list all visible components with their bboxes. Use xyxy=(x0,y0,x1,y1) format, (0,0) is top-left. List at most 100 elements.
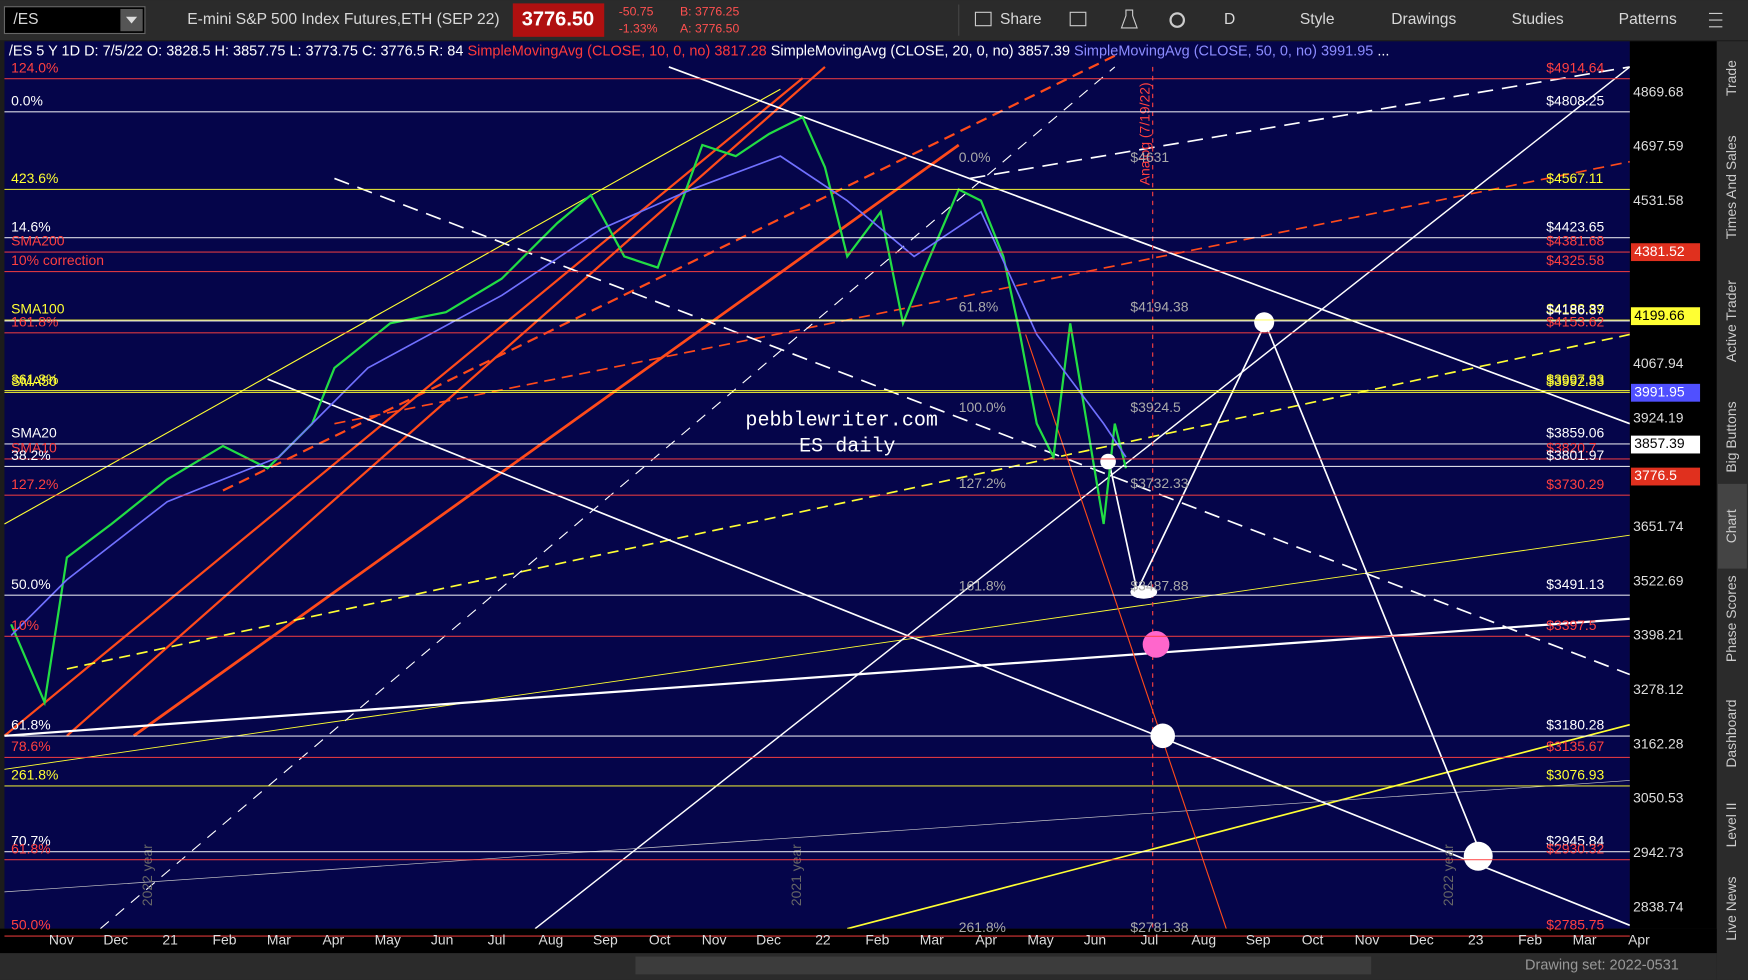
drawings xyxy=(3,54,1631,930)
price-tick-label: 2838.74 xyxy=(1633,898,1684,914)
dropdown-arrow xyxy=(125,16,138,24)
marker xyxy=(1142,631,1170,658)
ask: A: 3776.50 xyxy=(680,21,739,35)
fib-pct: 61.8% xyxy=(959,299,998,315)
gear-icon[interactable] xyxy=(1169,12,1186,28)
level-left-label: SMA200 xyxy=(11,233,65,249)
studies-button[interactable]: Studies xyxy=(1512,11,1564,28)
time-tick-label: Feb xyxy=(865,932,889,948)
side-tab[interactable]: Big Buttons xyxy=(1723,401,1739,472)
level-left-label: 50.0% xyxy=(11,917,50,933)
level-left-label: 261.8% xyxy=(11,767,58,783)
dynamic-layer: 124.0% $4914.64 0.0% $4808.25 423.6% $4567.11… xyxy=(4,43,1747,948)
side-tab[interactable]: Level II xyxy=(1723,803,1739,848)
trendline xyxy=(99,66,1116,930)
style-button[interactable]: Style xyxy=(1300,11,1335,28)
share-button[interactable]: Share xyxy=(1000,11,1042,28)
level-left-label: 14.6% xyxy=(11,218,50,234)
legend-close: C: 3776.5 xyxy=(362,43,425,59)
level-right-label: $3076.93 xyxy=(1546,767,1604,783)
level-right-label: $3730.29 xyxy=(1546,476,1604,492)
level-left-label: SMA20 xyxy=(11,425,57,441)
time-tick-label: Feb xyxy=(1518,932,1542,948)
time-tick-label: Apr xyxy=(322,932,344,948)
level-right-label: $4914.64 xyxy=(1546,59,1604,75)
price-tick-label: 3924.19 xyxy=(1633,409,1684,425)
menu-icon[interactable] xyxy=(1708,12,1723,28)
side-tab[interactable]: Times And Sales xyxy=(1723,135,1739,239)
study-value: 3857.39 xyxy=(1018,43,1070,59)
level-right-label: $3997.93 xyxy=(1546,371,1604,387)
trendline xyxy=(969,66,1630,180)
trendline xyxy=(4,780,1630,893)
price-tick-label: 4869.68 xyxy=(1633,83,1684,99)
marker xyxy=(1100,453,1116,470)
fib-pct: 161.8% xyxy=(959,577,1006,593)
projection xyxy=(1108,321,1484,859)
time-tick-label: Sep xyxy=(1246,932,1271,948)
icon[interactable] xyxy=(1069,11,1087,27)
study-name: SimpleMovingAvg (CLOSE, 10, 0, no) xyxy=(467,43,710,59)
side-tab[interactable]: Dashboard xyxy=(1723,700,1739,768)
side-tab[interactable]: Phase Scores xyxy=(1723,575,1739,662)
side-tab[interactable]: Active Trader xyxy=(1723,280,1739,362)
level-right-label: $4188.89 xyxy=(1546,301,1604,317)
drawing-set: Drawing set: 2022-0531 xyxy=(1525,957,1679,973)
level-left-label: 50.0% xyxy=(11,576,50,592)
bid: B: 3776.25 xyxy=(680,5,739,19)
time-tick-label: May xyxy=(1027,932,1053,948)
time-tick-label: Mar xyxy=(267,932,291,948)
level-right-label: $3820.7 xyxy=(1546,440,1597,456)
price-tick-label: 2942.73 xyxy=(1633,844,1684,860)
level-right-label: $3801.97 xyxy=(1546,447,1604,463)
price-tick-label: 4067.94 xyxy=(1633,355,1684,371)
aggregation-button[interactable]: D xyxy=(1224,11,1235,28)
side-tab[interactable]: Live News xyxy=(1723,876,1739,940)
side-tab[interactable]: Trade xyxy=(1723,60,1739,96)
price-badge xyxy=(1630,307,1701,326)
watermark: pebblewriter.com xyxy=(745,410,937,433)
level-right-label: $4423.65 xyxy=(1546,218,1604,234)
change: -50.75 xyxy=(619,5,654,19)
trendline xyxy=(334,177,1631,676)
year-label: 2022 year xyxy=(139,844,155,906)
fib-pct: 0.0% xyxy=(959,149,991,165)
time-tick-label: Aug xyxy=(1191,932,1216,948)
year-label: 2021 year xyxy=(788,844,804,906)
trendline xyxy=(847,723,1631,930)
flask-icon[interactable] xyxy=(1120,9,1138,29)
drawings-button[interactable]: Drawings xyxy=(1391,11,1456,28)
time-tick-label: Jul xyxy=(488,932,506,948)
price-badge-label: 3857.39 xyxy=(1634,435,1685,451)
time-tick-label: Mar xyxy=(1573,932,1597,948)
chart-area xyxy=(4,41,1630,929)
fib-price: $3732.33 xyxy=(1130,475,1188,491)
level-left-label: 361.8% xyxy=(11,371,58,387)
price-badge-label: 3991.95 xyxy=(1634,383,1685,399)
patterns-button[interactable]: Patterns xyxy=(1619,11,1677,28)
scrollbar[interactable] xyxy=(635,956,1372,975)
time-tick-label: Nov xyxy=(49,932,74,948)
time-tick-label: Apr xyxy=(975,932,997,948)
study-value: 3817.28 xyxy=(714,43,766,59)
level-right-label: $4325.58 xyxy=(1546,252,1604,268)
last-price-box xyxy=(512,3,605,37)
trendline xyxy=(1025,334,1227,929)
level-left-label: 0.0% xyxy=(11,92,43,108)
trendline xyxy=(267,378,1631,927)
time-tick-label: Feb xyxy=(213,932,237,948)
price-badge xyxy=(1630,467,1701,486)
level-right-label: $3491.13 xyxy=(1546,576,1604,592)
level-left-label: 38.2% xyxy=(11,447,50,463)
side-tab[interactable]: Chart xyxy=(1723,509,1739,543)
price-tick-label: 3050.53 xyxy=(1633,790,1684,806)
time-tick-label: Dec xyxy=(1409,932,1434,948)
trendline xyxy=(132,143,960,737)
level-right-label: $3135.67 xyxy=(1546,738,1604,754)
time-tick-label: Sep xyxy=(593,932,618,948)
fib-pct: 100.0% xyxy=(959,399,1006,415)
toolbar xyxy=(0,0,1748,41)
trendline xyxy=(334,160,1630,425)
trendline xyxy=(534,66,1631,930)
price-badge xyxy=(1630,243,1701,262)
